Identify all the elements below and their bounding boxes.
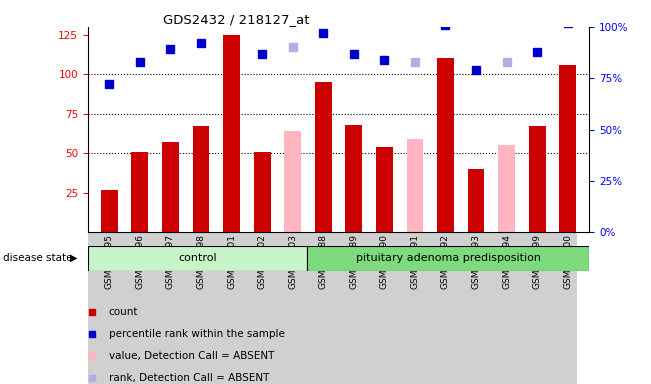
Bar — [498, 146, 515, 232]
Text: value, Detection Call = ABSENT: value, Detection Call = ABSENT — [109, 351, 274, 361]
Bar — [376, 147, 393, 232]
Text: rank, Detection Call = ABSENT: rank, Detection Call = ABSENT — [109, 373, 269, 383]
Bar — [437, 58, 454, 232]
Text: disease state: disease state — [3, 253, 73, 263]
Text: count: count — [109, 307, 138, 317]
Bar — [559, 65, 576, 232]
Bar — [307, 246, 589, 271]
Bar — [88, 246, 307, 271]
Text: GDS2432 / 218127_at: GDS2432 / 218127_at — [163, 13, 310, 26]
Text: control: control — [178, 253, 217, 263]
Text: pituitary adenoma predisposition: pituitary adenoma predisposition — [355, 253, 541, 263]
Bar — [529, 126, 546, 232]
Text: ▶: ▶ — [70, 253, 78, 263]
Bar — [467, 169, 484, 232]
Bar — [132, 152, 148, 232]
Bar — [223, 35, 240, 232]
Bar — [406, 139, 423, 232]
Bar — [162, 142, 179, 232]
Bar — [346, 125, 362, 232]
Bar — [254, 152, 271, 232]
Bar — [193, 126, 210, 232]
Text: percentile rank within the sample: percentile rank within the sample — [109, 329, 284, 339]
Bar — [101, 190, 118, 232]
Bar — [315, 82, 331, 232]
Bar — [284, 131, 301, 232]
